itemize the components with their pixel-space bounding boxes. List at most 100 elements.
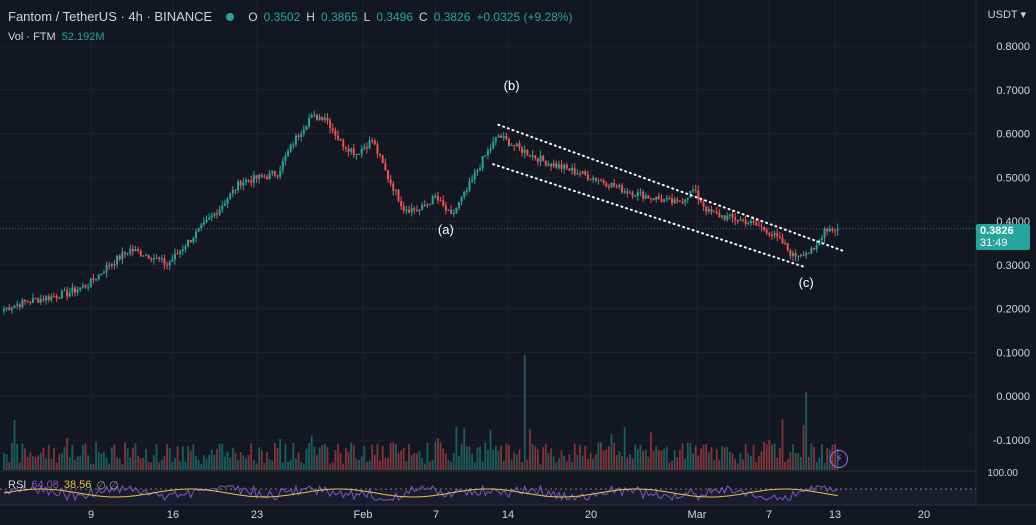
volume-bar: [213, 454, 216, 470]
candle-body: [413, 208, 416, 210]
candle-body: [518, 143, 521, 148]
candle-body: [276, 175, 279, 177]
volume-bar: [363, 446, 366, 470]
high-label: H: [306, 9, 315, 24]
volume-bar: [747, 453, 750, 470]
candle-body: [602, 180, 605, 184]
volume-bar: [292, 442, 295, 470]
volume-bar: [60, 453, 63, 470]
candle-body: [258, 174, 261, 179]
volume-bar: [416, 453, 418, 470]
volume-bar: [728, 451, 731, 470]
volume-bar: [21, 443, 24, 470]
volume-bar: [460, 443, 463, 470]
candle-body: [810, 247, 813, 253]
volume-bar: [124, 442, 126, 470]
volume-bar: [166, 444, 168, 470]
candle-body: [66, 290, 69, 297]
candle-body: [208, 217, 211, 220]
candle-body: [823, 229, 826, 239]
candle-body: [565, 164, 568, 169]
volume-bar: [284, 443, 287, 470]
volume-bar: [339, 452, 342, 470]
volume-bar: [797, 452, 800, 470]
volume-bar: [276, 448, 279, 470]
volume-bar: [647, 456, 650, 470]
open-label: O: [248, 9, 258, 24]
symbol-title[interactable]: Fantom / TetherUS · 4h · BINANCE: [8, 9, 213, 24]
x-tick-label: 13: [829, 509, 841, 521]
volume-bar: [752, 444, 755, 470]
volume-bar: [444, 453, 447, 470]
candle-body: [831, 228, 834, 231]
volume-bar: [82, 445, 84, 470]
candle-body: [718, 212, 721, 218]
volume-bar: [692, 453, 694, 470]
candle-body: [757, 225, 760, 227]
candle-body: [155, 257, 158, 259]
candle-body: [263, 176, 266, 178]
volume-bar: [694, 445, 697, 470]
volume-bar: [497, 450, 500, 470]
candle-body: [515, 143, 518, 146]
candle-body: [52, 296, 55, 298]
volume-bar: [760, 451, 763, 470]
candle-body: [394, 189, 397, 191]
volume-bar: [755, 462, 758, 470]
candle-body: [105, 265, 108, 273]
candle-body: [173, 253, 176, 260]
candle-body: [442, 200, 445, 206]
candle-body: [494, 137, 497, 142]
lightning-icon[interactable]: ⚡: [830, 450, 848, 468]
candle-body: [255, 175, 258, 179]
candle-body: [613, 183, 616, 187]
volume-bar: [71, 444, 74, 470]
candle-body: [563, 164, 566, 169]
currency-selector[interactable]: USDT ▾: [987, 9, 1026, 21]
candle-body: [55, 296, 58, 299]
candle-body: [74, 287, 77, 293]
volume-bar: [521, 462, 524, 470]
candle-body: [368, 140, 371, 149]
volume-bar: [513, 452, 516, 470]
market-status-dot: [226, 12, 235, 21]
candle-body: [539, 155, 542, 162]
candle-body: [760, 226, 763, 228]
volume-bar: [500, 445, 502, 470]
candle-body: [457, 202, 460, 208]
volume-label[interactable]: Vol · FTM: [8, 31, 56, 43]
candle-body: [221, 205, 224, 210]
volume-bar: [484, 442, 487, 470]
volume-bar: [605, 449, 608, 470]
volume-bar: [318, 447, 321, 470]
volume-bar: [723, 447, 726, 470]
volume-bar: [300, 462, 303, 470]
rsi-label[interactable]: RSI: [8, 479, 27, 491]
candle-body: [10, 308, 13, 311]
candle-body: [820, 238, 823, 240]
candle-body: [237, 181, 240, 191]
candle-body: [302, 129, 305, 134]
volume-bar: [74, 460, 76, 470]
candle-body: [439, 200, 442, 202]
volume-bar: [139, 458, 142, 470]
volume-bar: [523, 355, 526, 470]
volume-bar: [726, 446, 729, 470]
candle-body: [410, 208, 413, 213]
candle-body: [315, 114, 318, 120]
rsi-empty-values: ∅ ∅: [96, 480, 119, 492]
candle-body: [770, 234, 773, 236]
candle-body: [492, 141, 495, 149]
candle-body: [552, 163, 555, 167]
volume-bar: [773, 443, 776, 470]
volume-bar: [642, 450, 644, 470]
candle-body: [781, 237, 784, 244]
candle-body: [479, 168, 482, 171]
volume-bar: [494, 446, 497, 470]
volume-bar: [47, 444, 50, 470]
volume-bar: [487, 449, 489, 470]
candle-body: [786, 243, 789, 251]
candle-body: [292, 144, 295, 146]
volume-bar: [181, 446, 184, 470]
